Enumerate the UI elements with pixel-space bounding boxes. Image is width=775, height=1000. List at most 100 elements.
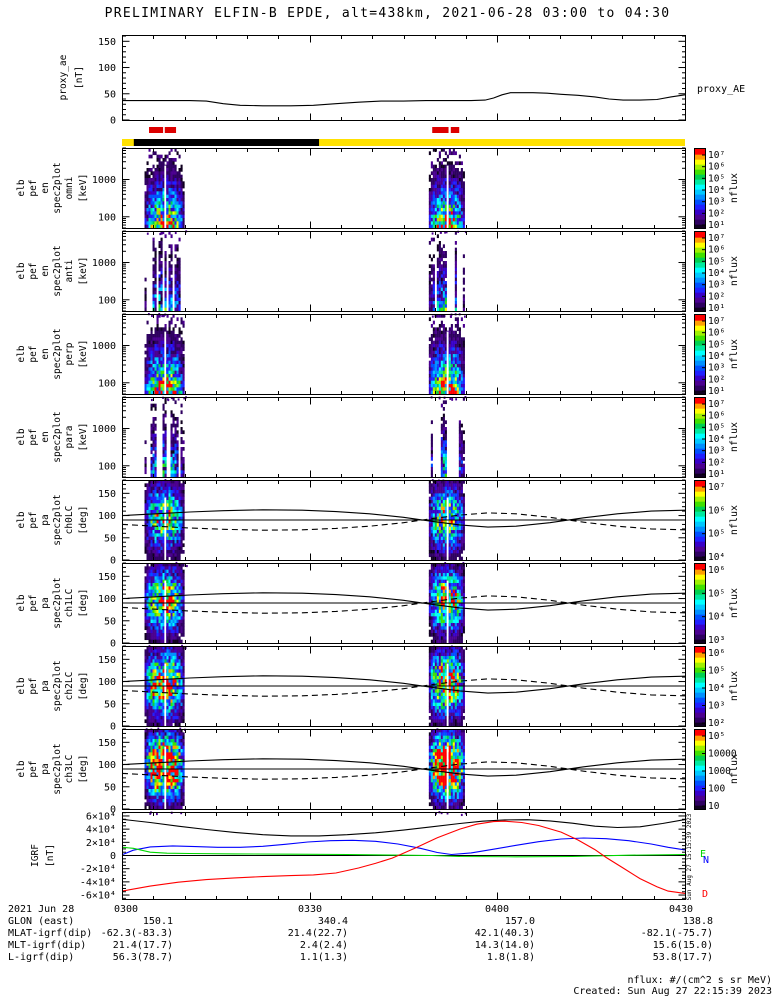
svg-text:nflux: nflux [729, 505, 740, 535]
svg-text:10¹: 10¹ [708, 303, 725, 314]
l-value-2: 1.8(1.8) [486, 952, 535, 963]
created-note: Created: Sun Aug 27 22:15:39 2023 [573, 986, 772, 997]
svg-text:nflux: nflux [729, 256, 740, 286]
svg-text:10⁶: 10⁶ [708, 245, 725, 256]
svg-text:10²: 10² [708, 374, 725, 385]
page-title: PRELIMINARY ELFIN-B EPDE, alt=438km, 202… [104, 6, 671, 21]
mlat-value-2: 42.1(40.3) [474, 928, 535, 939]
row-label-mlat: MLAT-igrf(dip) [8, 928, 93, 939]
x-tick-label-1: 0330 [297, 904, 323, 915]
svg-text:pef: pef [28, 262, 39, 279]
l-value-1: 1.1(1.3) [299, 952, 348, 963]
svg-text:[keV]: [keV] [78, 174, 89, 203]
svg-text:[deg]: [deg] [78, 506, 89, 535]
row-label-mlt: MLT-igrf(dip) [8, 940, 87, 951]
svg-text:100: 100 [98, 63, 116, 74]
svg-text:50: 50 [104, 616, 116, 627]
svg-text:en: en [40, 265, 51, 276]
svg-text:elb: elb [16, 511, 27, 528]
l-value-0: 56.3(78.7) [112, 952, 173, 963]
side-created-note: Sun Aug 27 15:15:39 2023 [686, 813, 693, 900]
svg-text:100: 100 [98, 378, 116, 389]
glon-value-1: 340.4 [317, 916, 348, 927]
svg-text:pef: pef [28, 179, 39, 196]
burst-marks [149, 127, 460, 133]
svg-text:10¹: 10¹ [708, 386, 725, 397]
svg-text:[nT]: [nT] [74, 66, 85, 89]
glon-value-2: 157.0 [504, 916, 535, 927]
svg-text:10⁴: 10⁴ [708, 185, 725, 196]
svg-text:10¹: 10¹ [708, 220, 725, 231]
glon-value-0: 150.1 [142, 916, 173, 927]
svg-text:10⁶: 10⁶ [708, 328, 725, 339]
svg-text:10⁷: 10⁷ [708, 399, 725, 410]
mlat-value-3: -82.1(-75.7) [640, 928, 713, 939]
svg-text:150: 150 [98, 489, 116, 500]
status-bar [122, 139, 685, 146]
svg-text:spec2plot: spec2plot [52, 411, 63, 462]
svg-text:0: 0 [110, 556, 116, 567]
date-label: 2021 Jun 28 [8, 904, 75, 915]
svg-text:10⁶: 10⁶ [708, 162, 725, 173]
svg-text:10⁷: 10⁷ [708, 233, 725, 244]
svg-text:spec2plot: spec2plot [52, 328, 63, 379]
svg-text:10³: 10³ [708, 197, 725, 208]
svg-text:50: 50 [104, 533, 116, 544]
svg-text:10¹: 10¹ [708, 469, 725, 480]
svg-text:anti: anti [64, 259, 75, 282]
svg-text:10²: 10² [708, 457, 725, 468]
panel-proxy: 0 50 100 150 proxy_ae [nT] [58, 35, 686, 127]
x-tick-label-0: 0300 [113, 904, 139, 915]
svg-text:10⁶: 10⁶ [708, 411, 725, 422]
svg-text:elb: elb [16, 179, 27, 196]
svg-text:0: 0 [110, 116, 116, 127]
panel-ch0lc: 0 50 100 150 elb pef pa spec2plot ch0LC [deg] 10⁷ 1… [16, 479, 740, 568]
svg-text:10⁷: 10⁷ [708, 316, 725, 327]
svg-text:150: 150 [98, 572, 116, 583]
row-label-glon: GLON (east) [8, 916, 75, 927]
mlt-value-3: 15.6(15.0) [652, 940, 713, 951]
svg-text:10⁵: 10⁵ [708, 173, 725, 184]
svg-text:10⁷: 10⁷ [708, 150, 725, 161]
svg-text:10³: 10³ [708, 363, 725, 374]
svg-text:1000: 1000 [92, 175, 116, 186]
svg-text:1000: 1000 [92, 424, 116, 435]
igrf-line-label-N: N [703, 855, 709, 866]
mlat-value-1: 21.4(22.7) [287, 928, 348, 939]
svg-text:10⁵: 10⁵ [708, 339, 725, 350]
svg-text:50: 50 [104, 89, 116, 100]
svg-text:pef: pef [28, 345, 39, 362]
svg-text:100: 100 [98, 511, 116, 522]
svg-text:spec2plot: spec2plot [52, 162, 63, 213]
svg-text:100: 100 [98, 594, 116, 605]
svg-text:[keV]: [keV] [78, 340, 89, 369]
igrf-line-label-E: E [700, 849, 706, 860]
svg-text:proxy_ae: proxy_ae [58, 54, 69, 100]
svg-text:100: 100 [98, 461, 116, 472]
svg-text:pef: pef [28, 511, 39, 528]
svg-text:10⁴: 10⁴ [708, 351, 725, 362]
svg-text:10⁴: 10⁴ [708, 268, 725, 279]
svg-text:en: en [40, 348, 51, 359]
svg-text:[keV]: [keV] [78, 423, 89, 452]
glon-value-3: 138.8 [682, 916, 713, 927]
svg-text:1000: 1000 [92, 341, 116, 352]
igrf-line-label-D: D [702, 889, 708, 900]
svg-text:10³: 10³ [708, 280, 725, 291]
svg-text:10⁷: 10⁷ [708, 482, 725, 493]
mlat-value-0: -62.3(-83.3) [100, 928, 173, 939]
x-tick-label-3: 0430 [668, 904, 694, 915]
svg-text:10³: 10³ [708, 446, 725, 457]
svg-text:nflux: nflux [729, 173, 740, 203]
svg-text:spec2plot: spec2plot [52, 494, 63, 545]
l-value-3: 53.8(17.7) [652, 952, 713, 963]
svg-text:spec2plot: spec2plot [52, 245, 63, 296]
svg-text:omni: omni [64, 176, 75, 199]
mlt-value-2: 14.3(14.0) [474, 940, 535, 951]
